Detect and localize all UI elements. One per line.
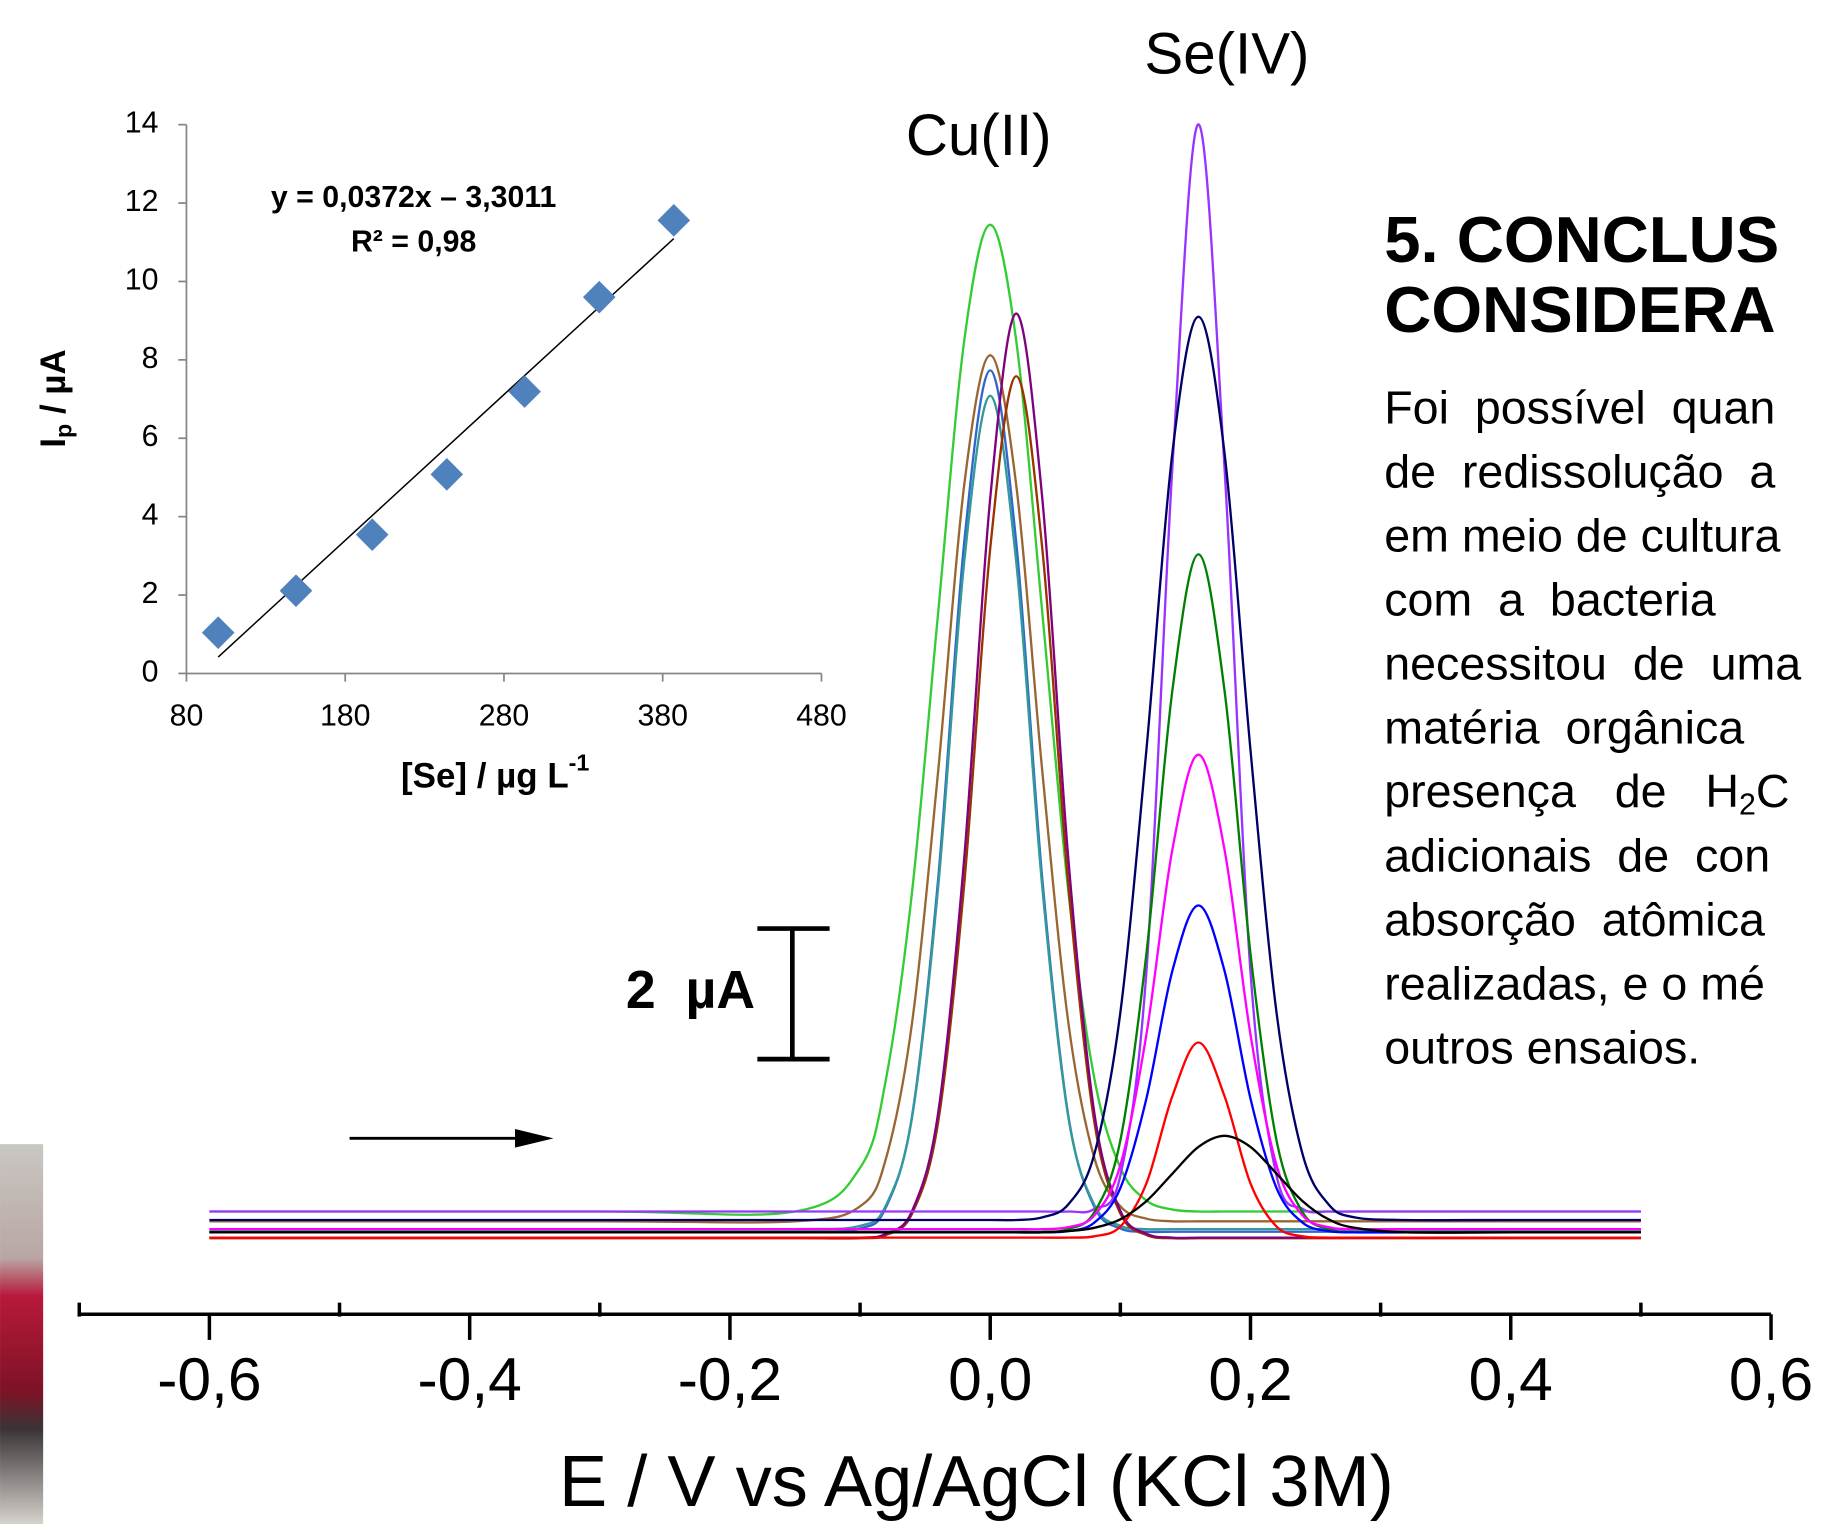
- data-point: [201, 616, 235, 649]
- photo-fragment: [0, 1144, 44, 1524]
- data-point: [657, 204, 691, 237]
- peak-annotation: Se(IV): [1144, 22, 1309, 87]
- y-tick-label: 10: [125, 263, 159, 296]
- y-axis-label: Ip / µA: [34, 349, 76, 447]
- line-part: C: [1756, 765, 1790, 817]
- current-curve: [209, 1041, 1641, 1239]
- scale-bar-label: 2 µA: [626, 960, 755, 1020]
- peak-annotation: Cu(II): [906, 103, 1052, 168]
- y-label-rest: / µA: [34, 349, 73, 423]
- paragraph-line: com a bacteria: [1384, 574, 1716, 626]
- x-tick-label: -0,6: [157, 1345, 261, 1413]
- y-tick-label: 8: [142, 342, 159, 375]
- paragraph-line: Foi possível quan: [1384, 382, 1775, 434]
- x-tick-label: 280: [479, 700, 530, 733]
- trendline-r2: R² = 0,98: [351, 226, 476, 259]
- y-tick-label: 4: [142, 499, 159, 532]
- current-curve: [209, 753, 1641, 1231]
- y-tick-label: 6: [142, 420, 159, 453]
- current-curve: [209, 315, 1641, 1222]
- trendline-equation: y = 0,0372x – 3,3011: [271, 181, 556, 214]
- y-tick-label: 0: [142, 655, 159, 688]
- paragraph-line: presença de H2C: [1384, 765, 1789, 821]
- y-tick-label: 14: [125, 107, 159, 140]
- x-tick-label: -0,2: [678, 1345, 782, 1413]
- paragraph-line: necessitou de uma: [1384, 637, 1801, 689]
- x-tick-label: 0,6: [1729, 1345, 1813, 1413]
- x-tick-label: 0,4: [1469, 1345, 1553, 1413]
- x-label-sup: -1: [569, 749, 590, 775]
- section-heading: CONSIDERA: [1384, 273, 1775, 346]
- paragraph-line: outros ensaios.: [1384, 1021, 1700, 1073]
- data-point: [508, 375, 541, 408]
- voltammogram: -0,6 -0,4 -0,2 0,0 0,2 0,4 0,6 E / V vs Ag/AgCl…: [77, 22, 1813, 1522]
- paragraph-line: absorção atômica: [1384, 893, 1765, 945]
- x-tick-label: -0,4: [417, 1345, 521, 1413]
- paragraph-line: adicionais de con: [1384, 829, 1770, 881]
- paragraph-line: matéria orgânica: [1384, 701, 1744, 753]
- current-curve: [209, 1134, 1641, 1234]
- y-tick-label: 2: [142, 577, 159, 610]
- x-axis-label: [Se] / µg L-1: [401, 749, 589, 795]
- line-part: presença de H: [1384, 765, 1739, 817]
- scan-arrow-head: [515, 1129, 554, 1148]
- x-label-main: [Se] / µg L: [401, 757, 569, 796]
- x-tick-label: 480: [796, 700, 847, 733]
- data-point: [279, 574, 313, 608]
- y-tick-label: 12: [125, 185, 159, 218]
- x-tick-label: 180: [320, 700, 371, 733]
- section-heading: 5. CONCLUS: [1384, 203, 1779, 276]
- data-point: [430, 458, 464, 491]
- data-point: [355, 518, 389, 551]
- y-label-main: I: [34, 438, 73, 448]
- paragraph-line: em meio de cultura: [1384, 510, 1780, 562]
- data-point: [582, 280, 616, 314]
- x-tick-label: 380: [637, 700, 688, 733]
- x-axis-label: E / V vs Ag/AgCl (KCl 3M): [559, 1442, 1394, 1522]
- current-curve: [209, 394, 1641, 1231]
- x-tick-label: 0,0: [948, 1345, 1032, 1413]
- paragraph-line: de redissolução a: [1384, 446, 1775, 498]
- x-tick-label: 80: [170, 700, 204, 733]
- paragraph-line: realizadas, e o mé: [1384, 957, 1765, 1009]
- x-tick-label: 0,2: [1208, 1345, 1292, 1413]
- calibration-inset: 0 2 4 6 8 10 12 14 80 180 280 380 480 [Se] / µg L-1 Ip…: [34, 107, 847, 796]
- y-label-sub: p: [50, 424, 76, 438]
- line-subscript: 2: [1739, 789, 1756, 822]
